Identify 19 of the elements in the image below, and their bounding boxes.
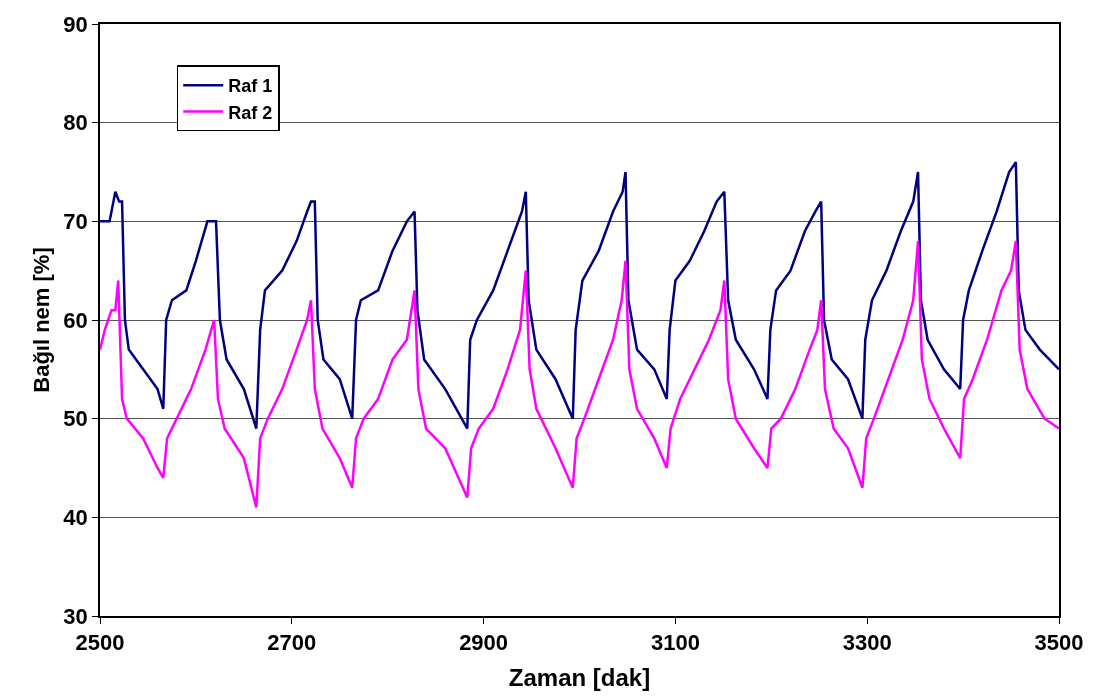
- y-tick-label: 40: [63, 505, 88, 531]
- x-tick-label: 2900: [459, 630, 509, 656]
- y-tick-label: 60: [63, 307, 88, 333]
- y-tick-label: 50: [63, 406, 88, 432]
- x-tick-label: 3300: [842, 630, 892, 656]
- x-axis-title: Zaman [dak]: [508, 663, 651, 691]
- legend-label: Raf 1: [228, 76, 273, 97]
- line-series: [100, 239, 1059, 509]
- legend-label: Raf 2: [228, 102, 273, 123]
- line-series: [100, 160, 1059, 430]
- y-axis-title: Bağıl nem [%]: [28, 247, 54, 393]
- y-tick-label: 80: [63, 110, 88, 136]
- y-tick-label: 90: [63, 11, 88, 37]
- x-tick-label: 3100: [650, 630, 700, 656]
- x-tick-label: 2500: [75, 630, 125, 656]
- x-tick-label: 3500: [1034, 630, 1084, 656]
- y-tick-label: 30: [63, 603, 88, 629]
- y-tick-label: 70: [63, 209, 88, 235]
- x-tick-label: 2700: [267, 630, 317, 656]
